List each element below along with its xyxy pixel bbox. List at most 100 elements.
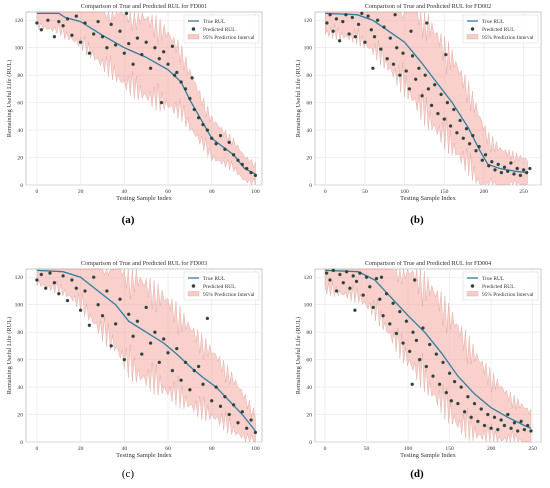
predicted-point xyxy=(518,173,523,178)
predicted-point xyxy=(331,268,335,273)
predicted-point xyxy=(482,423,487,428)
predicted-point xyxy=(429,103,434,108)
y-tick-label: 0 xyxy=(20,183,23,189)
predicted-point xyxy=(161,337,166,341)
predicted-point xyxy=(526,423,530,428)
predicted-point xyxy=(65,298,70,303)
predicted-point xyxy=(52,281,57,285)
predicted-point xyxy=(356,22,361,27)
predicted-point xyxy=(449,399,453,403)
predicted-point xyxy=(188,96,192,101)
predicted-point xyxy=(483,153,488,157)
predicted-point xyxy=(249,418,253,422)
predicted-point xyxy=(363,40,367,44)
predicted-point xyxy=(456,401,460,406)
predicted-point xyxy=(166,351,170,355)
panel-label-b: (b) xyxy=(410,214,424,226)
prediction-interval-band xyxy=(325,11,528,186)
predicted-point xyxy=(109,344,113,348)
y-tick-label: 60 xyxy=(306,101,312,107)
predicted-point xyxy=(188,388,192,392)
predicted-point xyxy=(398,309,402,314)
predicted-point xyxy=(159,100,164,105)
predicted-point xyxy=(35,21,39,25)
predicted-point xyxy=(371,66,375,71)
chart-panel-a: 0 20 40 60 80 100 0 20 40 60 80 100 120 Comparison of… xyxy=(6,3,263,202)
legend-entry: 95% Prediction Interval xyxy=(203,35,255,41)
x-tick-label: 0 xyxy=(324,446,327,452)
predicted-point xyxy=(170,44,175,48)
predicted-point xyxy=(385,57,389,61)
predicted-point xyxy=(413,278,417,282)
predicted-point xyxy=(459,385,463,389)
predicted-point xyxy=(490,159,494,164)
predicted-point xyxy=(253,173,258,178)
predicted-point xyxy=(65,17,70,21)
predicted-point xyxy=(205,316,210,321)
predicted-point xyxy=(407,87,412,91)
predicted-point xyxy=(70,278,74,282)
legend-entry: True RUL xyxy=(203,276,225,282)
legend-swatch-predicted xyxy=(470,27,475,31)
predicted-point xyxy=(353,35,358,39)
predicted-point xyxy=(334,289,339,293)
y-tick-label: 0 xyxy=(309,183,312,189)
predicted-point xyxy=(44,286,48,290)
y-tick-label: 40 xyxy=(306,385,312,391)
predicted-point xyxy=(382,25,386,29)
predicted-point xyxy=(525,170,529,175)
predicted-point xyxy=(486,412,490,417)
predicted-point xyxy=(140,52,144,57)
predicted-point xyxy=(192,107,197,112)
x-tick-label: 200 xyxy=(480,189,489,195)
predicted-point xyxy=(131,62,135,66)
x-tick-label: 20 xyxy=(78,189,84,195)
predicted-point xyxy=(379,47,383,51)
legend-entry: 95% Prediction Interval xyxy=(482,292,534,298)
predicted-point xyxy=(350,15,354,20)
predicted-point xyxy=(444,390,448,395)
predicted-point xyxy=(172,73,177,77)
predicted-point xyxy=(401,51,405,55)
predicted-point xyxy=(437,382,442,386)
predicted-point xyxy=(408,349,412,354)
y-tick-label: 80 xyxy=(17,73,23,79)
predicted-point xyxy=(391,301,395,305)
predicted-point xyxy=(166,62,170,66)
predicted-point xyxy=(366,14,370,18)
predicted-point xyxy=(78,308,83,312)
predicted-point xyxy=(404,319,409,323)
x-tick-label: 60 xyxy=(165,189,171,195)
predicted-point xyxy=(91,32,96,36)
y-tick-label: 60 xyxy=(306,358,312,364)
predicted-point xyxy=(179,378,183,382)
predicted-point xyxy=(328,278,332,282)
x-tick-label: 0 xyxy=(36,189,39,195)
predicted-point xyxy=(161,50,166,54)
predicted-point xyxy=(214,385,218,389)
predicted-point xyxy=(434,352,438,356)
predicted-point xyxy=(153,330,157,334)
legend-entry: Predicted RUL xyxy=(482,27,515,33)
predicted-point xyxy=(479,407,483,411)
predicted-point xyxy=(471,133,475,138)
predicted-point xyxy=(249,170,253,175)
legend-entry: True RUL xyxy=(482,19,504,25)
chart-title: Comparison of True and Predicted RUL for… xyxy=(81,3,207,10)
predicted-point xyxy=(431,374,435,378)
y-axis-label: Remaining Useful Life (RUL) xyxy=(6,60,13,138)
predicted-point xyxy=(423,73,427,77)
predicted-point xyxy=(522,427,527,432)
predicted-point xyxy=(512,421,517,425)
chart-panel-d: 0 50 100 150 200 250 0 20 40 60 80 100 120 Comparison… xyxy=(295,260,542,459)
predicted-point xyxy=(183,87,188,91)
chart-panel-b: 0 50 100 150 200 250 0 20 40 60 80 100 120 Comparison… xyxy=(295,3,542,202)
predicted-point xyxy=(347,32,351,36)
predicted-point xyxy=(384,292,389,296)
predicted-point xyxy=(231,153,236,157)
legend-entry: True RUL xyxy=(482,276,504,282)
predicted-point xyxy=(153,46,157,50)
predicted-point xyxy=(240,162,245,167)
predicted-point xyxy=(480,158,484,163)
predicted-point xyxy=(100,35,105,39)
